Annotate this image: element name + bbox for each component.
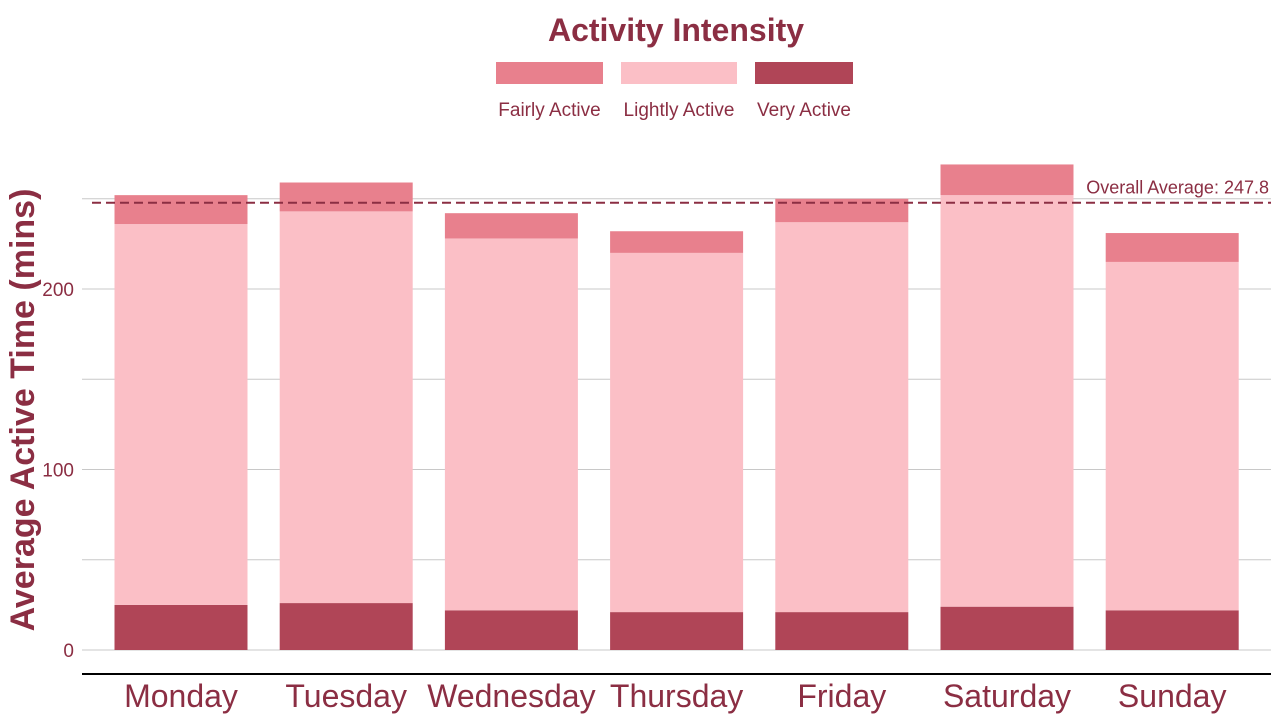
bar-segment-very-active xyxy=(775,612,909,650)
x-tick-label: Sunday xyxy=(1118,678,1227,714)
x-tick-label: Tuesday xyxy=(285,678,407,714)
bar-segment-very-active xyxy=(444,610,578,650)
x-tick-label: Monday xyxy=(124,678,238,714)
legend-swatch-lightly-active xyxy=(621,62,737,84)
bar-segment-lightly-active xyxy=(940,195,1074,607)
legend-swatch-fairly-active xyxy=(496,62,603,84)
bar-segment-lightly-active xyxy=(610,252,744,613)
legend-item-lightly-active: Lightly Active xyxy=(621,62,737,122)
x-tick-label: Friday xyxy=(797,678,886,714)
bar-segment-fairly-active xyxy=(444,213,578,239)
bar-segment-fairly-active xyxy=(279,182,413,212)
x-tick-label: Saturday xyxy=(943,678,1071,714)
legend-title: Activity Intensity xyxy=(547,12,805,48)
bar-segment-lightly-active xyxy=(444,238,578,611)
y-tick-label: 0 xyxy=(63,641,74,662)
y-tick-label: 100 xyxy=(42,461,74,482)
x-tick-label: Wednesday xyxy=(427,678,595,714)
bar-segment-very-active xyxy=(610,612,744,650)
y-axis-title: Average Active Time (mins) xyxy=(4,189,42,632)
reference-line-label: Overall Average: 247.8 xyxy=(1086,178,1269,198)
legend-item-fairly-active: Fairly Active xyxy=(496,62,603,122)
bar-segment-fairly-active xyxy=(1105,233,1239,262)
legend-item-very-active: Very Active xyxy=(755,62,853,122)
bar-segment-lightly-active xyxy=(1105,261,1239,611)
legend-label-very-active: Very Active xyxy=(757,100,851,121)
bar-segment-fairly-active xyxy=(940,164,1074,196)
bar-segment-very-active xyxy=(940,606,1074,650)
bars: Monday Tuesday Wednesday Thursday Friday Satu… xyxy=(114,164,1239,714)
legend: Fairly Active Lightly Active Very Active xyxy=(496,62,853,122)
bar-segment-fairly-active xyxy=(610,231,744,253)
legend-swatch-very-active xyxy=(755,62,853,84)
y-tick-label: 200 xyxy=(42,280,74,301)
bar-segment-lightly-active xyxy=(775,222,909,613)
x-tick-label: Thursday xyxy=(610,678,743,714)
legend-label-fairly-active: Fairly Active xyxy=(498,100,601,121)
reference-line-group: Overall Average: 247.8 xyxy=(92,178,1271,204)
bar-segment-lightly-active xyxy=(279,211,413,604)
bar-segment-very-active xyxy=(1105,610,1239,650)
bar-segment-very-active xyxy=(114,604,248,650)
bar-segment-lightly-active xyxy=(114,224,248,605)
bar-segment-fairly-active xyxy=(775,198,909,223)
bar-segment-very-active xyxy=(279,603,413,650)
bar-segment-fairly-active xyxy=(114,195,248,225)
legend-label-lightly-active: Lightly Active xyxy=(623,100,735,121)
